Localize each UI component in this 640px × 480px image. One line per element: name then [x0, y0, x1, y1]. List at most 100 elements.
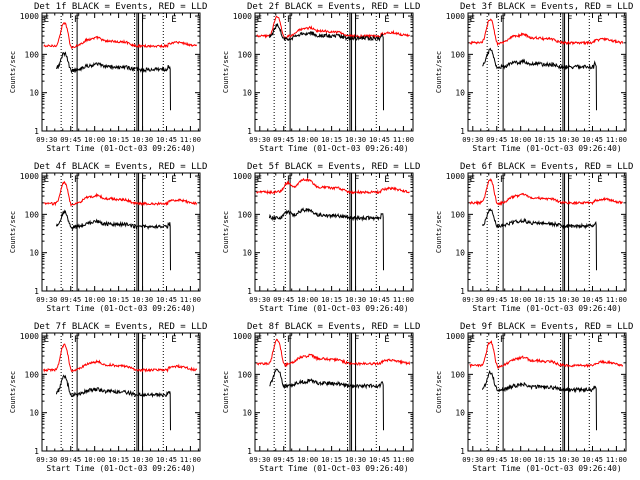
interval-marker-label: F: [354, 15, 359, 25]
y-tick-label: 100: [451, 370, 466, 379]
lld-series-line: [469, 340, 624, 369]
interval-marker-label: F: [500, 335, 505, 345]
events-series-line: [55, 374, 171, 431]
x-tick-label: 10:45: [156, 456, 177, 464]
interval-marker-label: F: [74, 335, 79, 345]
events-series-line: [268, 23, 384, 111]
interval-marker-label: F: [567, 15, 572, 25]
y-tick-label: 10: [455, 89, 465, 98]
x-tick-label: 09:45: [60, 296, 81, 304]
interval-marker-label: E: [171, 175, 176, 185]
x-tick-label: 10:00: [510, 456, 531, 464]
y-tick-label: 10: [242, 89, 252, 98]
x-tick-label: 09:30: [36, 456, 57, 464]
interval-marker-label: F: [500, 175, 505, 185]
interval-marker-label: E: [384, 175, 389, 185]
y-tick-label: 1: [247, 287, 252, 296]
x-tick-label: 10:45: [369, 296, 390, 304]
interval-marker-label: F: [141, 335, 146, 345]
x-tick-label: 11:00: [393, 136, 414, 144]
x-tick-label: 11:00: [180, 296, 201, 304]
lld-series-line: [256, 338, 411, 368]
x-tick-label: 10:15: [321, 136, 342, 144]
y-tick-label: 1: [460, 447, 465, 456]
x-tick-label: 11:00: [393, 296, 414, 304]
y-tick-label: 1000: [233, 12, 252, 21]
interval-marker-label: E: [44, 175, 49, 185]
plot-frame: [467, 12, 627, 132]
x-tick-label: 11:00: [393, 456, 414, 464]
panel-det-6f: Det 6f BLACK = Events, RED = LLD 1 10 100 10…: [435, 162, 633, 313]
plot-frame: [254, 12, 414, 132]
x-tick-label: 10:00: [510, 296, 531, 304]
interval-marker-label: E: [257, 335, 262, 345]
x-tick-label: 10:00: [84, 136, 105, 144]
interval-marker-label: F: [74, 15, 79, 25]
y-axis-label: Counts/sec: [435, 371, 443, 413]
y-tick-label: 10: [29, 409, 39, 418]
interval-marker-label: F: [567, 335, 572, 345]
interval-marker-label: E: [257, 15, 262, 25]
x-axis-label: Start Time (01-Oct-03 09:26:40): [46, 144, 195, 153]
x-axis-label: Start Time (01-Oct-03 09:26:40): [472, 144, 621, 153]
x-axis-label: Start Time (01-Oct-03 09:26:40): [259, 144, 408, 153]
x-tick-label: 10:30: [558, 456, 579, 464]
panel-title: Det 5f BLACK = Events, RED = LLD: [247, 162, 420, 172]
x-tick-label: 09:30: [249, 456, 270, 464]
events-series-line: [481, 208, 597, 271]
x-tick-label: 10:15: [534, 456, 555, 464]
y-tick-label: 1: [34, 287, 39, 296]
y-tick-label: 1000: [20, 332, 39, 341]
x-axis-label: Start Time (01-Oct-03 09:26:40): [259, 464, 408, 473]
y-tick-label: 100: [238, 370, 253, 379]
x-tick-label: 10:15: [321, 296, 342, 304]
x-tick-label: 10:30: [132, 136, 153, 144]
x-tick-label: 11:00: [180, 136, 201, 144]
y-tick-label: 1000: [20, 172, 39, 181]
x-tick-label: 10:45: [582, 136, 603, 144]
x-tick-label: 10:30: [345, 136, 366, 144]
y-tick-label: 100: [238, 50, 253, 59]
x-tick-label: 10:30: [132, 456, 153, 464]
x-tick-label: 10:30: [558, 296, 579, 304]
y-axis-label: Counts/sec: [222, 211, 230, 253]
x-tick-label: 10:30: [345, 456, 366, 464]
interval-marker-label: F: [354, 335, 359, 345]
x-axis-label: Start Time (01-Oct-03 09:26:40): [259, 304, 408, 313]
panel-title: Det 2f BLACK = Events, RED = LLD: [247, 2, 420, 12]
x-axis-label: Start Time (01-Oct-03 09:26:40): [46, 304, 195, 313]
plot-frame: [254, 332, 414, 452]
x-tick-label: 09:45: [60, 136, 81, 144]
x-tick-label: 09:30: [462, 136, 483, 144]
x-tick-label: 09:45: [60, 456, 81, 464]
x-tick-label: 09:45: [273, 136, 294, 144]
x-tick-label: 09:30: [249, 296, 270, 304]
interval-marker-label: F: [500, 15, 505, 25]
y-tick-label: 1: [34, 127, 39, 136]
x-axis-label: Start Time (01-Oct-03 09:26:40): [472, 304, 621, 313]
x-tick-label: 09:30: [462, 456, 483, 464]
x-tick-label: 10:15: [108, 136, 129, 144]
x-tick-label: 09:30: [462, 296, 483, 304]
interval-marker-label: E: [470, 335, 475, 345]
y-tick-label: 1000: [20, 12, 39, 21]
y-tick-label: 100: [451, 50, 466, 59]
panel-title: Det 9f BLACK = Events, RED = LLD: [460, 322, 633, 332]
y-axis-label: Counts/sec: [435, 211, 443, 253]
y-tick-label: 1000: [233, 172, 252, 181]
plot-frame: [41, 172, 201, 292]
interval-marker-label: E: [597, 175, 602, 185]
lld-series-line: [256, 177, 410, 195]
interval-marker-label: F: [287, 15, 292, 25]
panel-det-9f: Det 9f BLACK = Events, RED = LLD 1 10 100 10…: [435, 322, 633, 473]
panel-det-1f: Det 1f BLACK = Events, RED = LLD 1 10 100 10…: [9, 2, 207, 153]
panel-title: Det 4f BLACK = Events, RED = LLD: [34, 162, 207, 172]
x-tick-label: 10:45: [156, 136, 177, 144]
plot-frame: [41, 12, 201, 132]
x-tick-label: 10:00: [297, 136, 318, 144]
y-tick-label: 1000: [446, 12, 465, 21]
x-tick-label: 10:45: [369, 456, 390, 464]
interval-marker-label: E: [597, 15, 602, 25]
y-tick-label: 10: [455, 249, 465, 258]
panel-det-3f: Det 3f BLACK = Events, RED = LLD 1 10 100 10…: [435, 2, 633, 153]
